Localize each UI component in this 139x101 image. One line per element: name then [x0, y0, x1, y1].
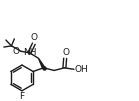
- Text: OH: OH: [75, 65, 89, 74]
- Text: F: F: [19, 92, 24, 101]
- Text: O: O: [62, 48, 69, 57]
- Text: O: O: [31, 33, 38, 42]
- Text: O: O: [12, 46, 19, 56]
- Text: NH: NH: [23, 48, 37, 57]
- Polygon shape: [39, 58, 45, 68]
